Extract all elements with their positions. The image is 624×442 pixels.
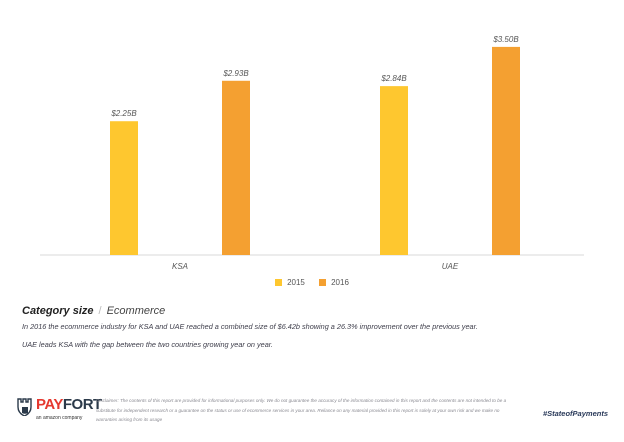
castle-icon [17, 398, 32, 416]
logo-pay: PAY [36, 396, 63, 413]
legend-swatch-2016 [319, 279, 327, 286]
legend-swatch-2015 [275, 279, 283, 286]
disclaimer-text: Disclaimer: The contents of this report … [96, 398, 507, 422]
section-heading: Category size / Ecommerce [22, 305, 165, 317]
data-label-uae-2015: $2.84B [380, 74, 407, 83]
section-subtitle: Ecommerce [106, 305, 166, 317]
bar-uae-2015 [380, 86, 408, 255]
bar-ksa-2015 [110, 121, 138, 255]
logo-fort: FORT [62, 396, 102, 413]
data-label-ksa-2016: $2.93B [222, 69, 249, 78]
bar-uae-2016 [492, 46, 520, 255]
legend-label-2016: 2016 [331, 278, 349, 287]
legend-label-2015: 2015 [287, 278, 305, 287]
legend-item-2015: 2015 [275, 278, 305, 287]
payfort-logo: PAYFORT an amazon company [16, 394, 102, 434]
logo-subtitle: an amazon company [36, 415, 83, 421]
page-footer: PAYFORT an amazon company Disclaimer: Th… [0, 388, 624, 442]
legend-item-2016: 2016 [319, 278, 349, 287]
summary-paragraph-2: UAE leads KSA with the gap between the t… [22, 340, 273, 349]
logo-wordmark: PAYFORT [36, 396, 102, 413]
section-title: Category size [22, 305, 94, 317]
hashtag: #StateofPayments [542, 409, 608, 418]
chart-legend: 2015 2016 [0, 278, 624, 287]
category-label-uae: UAE [442, 262, 459, 271]
summary-paragraph-1: In 2016 the ecommerce industry for KSA a… [22, 322, 478, 331]
category-label-ksa: KSA [172, 262, 188, 271]
heading-separator: / [98, 305, 102, 317]
data-label-uae-2016: $3.50B [492, 35, 519, 44]
data-label-ksa-2015: $2.25B [110, 109, 137, 118]
bar-chart: $2.25B $2.93B KSA $2.84B $3.50B UAE [40, 35, 584, 271]
bar-ksa-2016 [222, 80, 250, 255]
